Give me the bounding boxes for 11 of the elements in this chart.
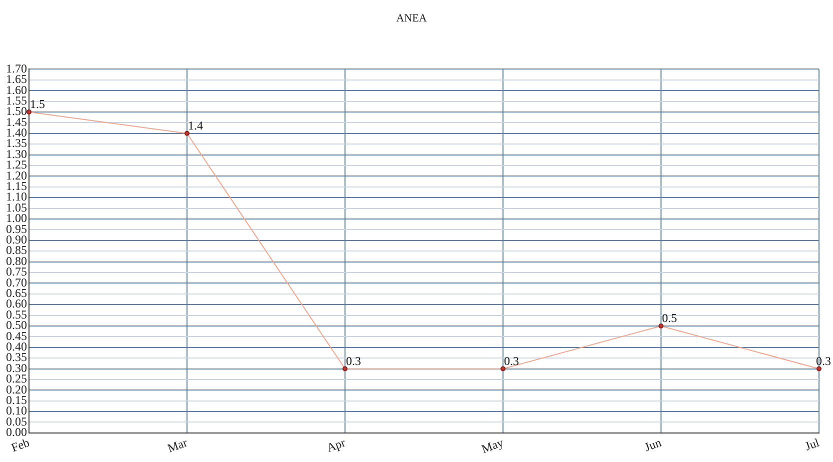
data-label: 1.5 — [30, 97, 45, 112]
x-tick-label: Mar — [166, 435, 190, 456]
data-label: 0.3 — [346, 354, 361, 368]
x-tick-label: May — [480, 435, 506, 456]
x-tick-label: Apr — [324, 435, 348, 455]
data-label: 0.3 — [504, 354, 519, 368]
data-label: 1.4 — [188, 118, 203, 133]
chart-title: ANEA — [396, 12, 427, 24]
x-tick-label: Jul — [803, 435, 822, 454]
x-tick-label: Jun — [642, 435, 664, 454]
data-label: 0.5 — [662, 311, 677, 326]
